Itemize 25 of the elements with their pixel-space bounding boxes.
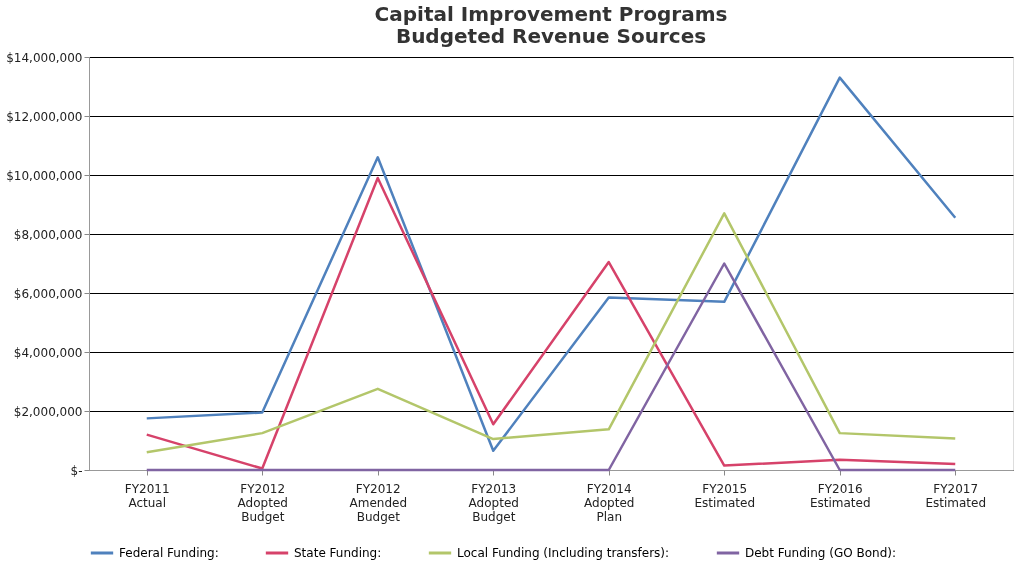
y-tick-label: $4,000,000 [13, 345, 83, 360]
legend-label: Local Funding (Including transfers): [457, 546, 670, 560]
x-tick-label: FY2015 Estimated [694, 481, 756, 510]
text: Capital Improvement Programs [374, 2, 728, 26]
line-series [145, 212, 957, 454]
legend-label: State Funding: [294, 546, 382, 560]
line-series [145, 76, 957, 453]
line-series [145, 176, 957, 470]
y-tick-label: $6,000,000 [13, 286, 83, 301]
legend-label: Debt Funding (GO Bond): [745, 546, 896, 560]
x-tick-label: FY2014 Adopted Plan [584, 481, 635, 524]
x-tick-label: FY2017 Estimated [925, 481, 987, 510]
x-tick-label: FY2016 Estimated [809, 481, 871, 510]
legend-label: Federal Funding: [119, 546, 219, 560]
y-tick-label: $- [70, 463, 83, 478]
x-tick-label: FY2012 Amended Budget [349, 481, 408, 524]
x-tick-label: FY2013 Adopted Budget [468, 481, 519, 524]
y-tick-label: $2,000,000 [13, 404, 83, 419]
x-tick-label: FY2011 Actual [124, 481, 170, 510]
text: Budgeted Revenue Sources [395, 24, 707, 48]
y-tick-label: $10,000,000 [6, 168, 83, 183]
y-tick-label: $8,000,000 [13, 227, 83, 242]
y-tick-label: $12,000,000 [6, 109, 83, 124]
x-tick-label: FY2012 Adopted Budget [237, 481, 288, 524]
y-tick-label: $14,000,000 [6, 50, 83, 65]
